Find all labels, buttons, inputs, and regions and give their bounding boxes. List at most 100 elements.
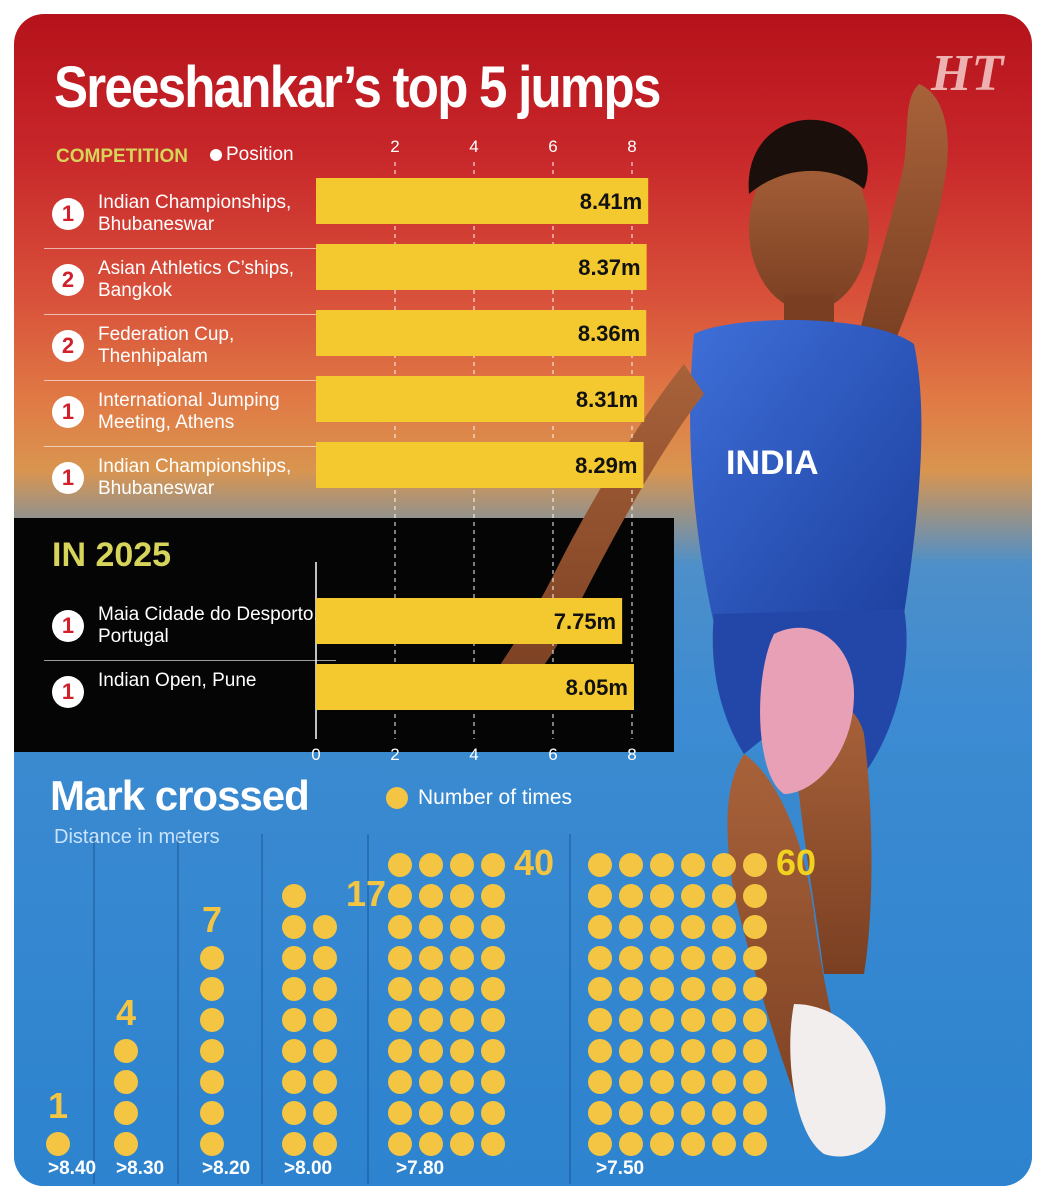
count-dot xyxy=(388,1070,412,1094)
count-dot xyxy=(681,1101,705,1125)
position-legend-label: Position xyxy=(226,144,294,165)
category-label: >7.50 xyxy=(596,1158,644,1179)
count-dot xyxy=(200,946,224,970)
position-legend: Position xyxy=(210,144,294,166)
count-dot xyxy=(200,1101,224,1125)
count-dot xyxy=(743,884,767,908)
count-dot xyxy=(619,915,643,939)
count-dot xyxy=(588,1008,612,1032)
bar xyxy=(316,310,647,356)
row-divider xyxy=(44,380,336,381)
jump-2025-row: 1 Indian Open, Pune xyxy=(44,660,334,726)
legend-label: Number of times xyxy=(418,786,573,809)
count-dot xyxy=(681,884,705,908)
position-badge: 1 xyxy=(52,198,84,230)
count-dot xyxy=(588,1101,612,1125)
count-dot xyxy=(619,1008,643,1032)
count-dot xyxy=(681,946,705,970)
competition-label: International Jumping Meeting, Athens xyxy=(98,390,280,433)
count-dot xyxy=(114,1101,138,1125)
bar-value-label: 8.37m xyxy=(578,255,640,280)
count-dot xyxy=(200,1008,224,1032)
count-dot xyxy=(450,1101,474,1125)
count-dot xyxy=(282,1101,306,1125)
count-dot xyxy=(650,1132,674,1156)
count-dot xyxy=(619,1070,643,1094)
count-dot xyxy=(650,977,674,1001)
count-dot xyxy=(588,1039,612,1063)
row-divider xyxy=(44,446,336,447)
competition-label: Asian Athletics C’ships, Bangkok xyxy=(98,258,295,301)
count-dot xyxy=(650,1008,674,1032)
ht-logo: HT xyxy=(931,45,1004,102)
count-dot xyxy=(619,853,643,877)
count-dot xyxy=(743,1039,767,1063)
count-dot xyxy=(588,977,612,1001)
tick-label: 8 xyxy=(627,137,636,156)
position-badge: 1 xyxy=(52,396,84,428)
count-dot xyxy=(419,1070,443,1094)
count-dot xyxy=(388,884,412,908)
bar-value-label: 8.36m xyxy=(578,321,640,346)
count-dot xyxy=(481,884,505,908)
bar xyxy=(316,376,645,422)
tick-label: 2 xyxy=(390,137,399,156)
count-dot xyxy=(619,1132,643,1156)
position-badge: 1 xyxy=(52,462,84,494)
bar-value-label: 7.75m xyxy=(554,609,616,634)
count-dot xyxy=(743,977,767,1001)
count-dot xyxy=(712,1070,736,1094)
count-dot xyxy=(481,1008,505,1032)
row-divider xyxy=(44,660,336,661)
count-dot xyxy=(388,1008,412,1032)
count-dot xyxy=(650,853,674,877)
category-label: >8.40 xyxy=(48,1158,96,1179)
legend-dot-icon xyxy=(386,787,408,809)
count-dot xyxy=(650,1039,674,1063)
count-dot xyxy=(313,1070,337,1094)
count-dot xyxy=(743,915,767,939)
count-dot xyxy=(619,977,643,1001)
bar xyxy=(316,244,647,290)
in-2025-heading: IN 2025 xyxy=(52,536,172,574)
count-dot xyxy=(282,1039,306,1063)
count-dot xyxy=(419,1132,443,1156)
count-dot xyxy=(419,915,443,939)
count-dot xyxy=(114,1039,138,1063)
top-jump-row: 2 Asian Athletics C’ships, Bangkok xyxy=(44,248,336,315)
count-dot xyxy=(450,853,474,877)
bar xyxy=(316,598,623,644)
count-dot xyxy=(481,946,505,970)
count-dot xyxy=(388,977,412,1001)
count-dot xyxy=(450,915,474,939)
category-label: >7.80 xyxy=(396,1158,444,1179)
count-dot xyxy=(313,977,337,1001)
count-dot xyxy=(588,946,612,970)
count-dot xyxy=(200,1039,224,1063)
bar xyxy=(316,442,644,488)
row-divider xyxy=(44,314,336,315)
count-dot xyxy=(619,884,643,908)
mark-crossed-subtitle: Distance in meters xyxy=(54,826,220,848)
count-dot xyxy=(712,853,736,877)
count-dot xyxy=(588,884,612,908)
count-dot xyxy=(681,853,705,877)
count-dot xyxy=(588,1070,612,1094)
count-dot xyxy=(419,977,443,1001)
count-dot xyxy=(481,915,505,939)
count-dot xyxy=(712,1008,736,1032)
count-dot xyxy=(681,1070,705,1094)
top-jump-row: 1 Indian Championships, Bhubaneswar xyxy=(44,446,334,512)
category-label: >8.00 xyxy=(284,1158,332,1179)
count-dot xyxy=(681,1039,705,1063)
count-dot xyxy=(450,946,474,970)
bar-value-label: 8.31m xyxy=(576,387,638,412)
count-dot xyxy=(450,977,474,1001)
count-dot xyxy=(200,1132,224,1156)
count-dot xyxy=(46,1132,70,1156)
count-dot xyxy=(282,884,306,908)
count-dot xyxy=(388,915,412,939)
tick-label: 4 xyxy=(469,137,478,156)
count-dot xyxy=(619,946,643,970)
count-dot xyxy=(681,1132,705,1156)
